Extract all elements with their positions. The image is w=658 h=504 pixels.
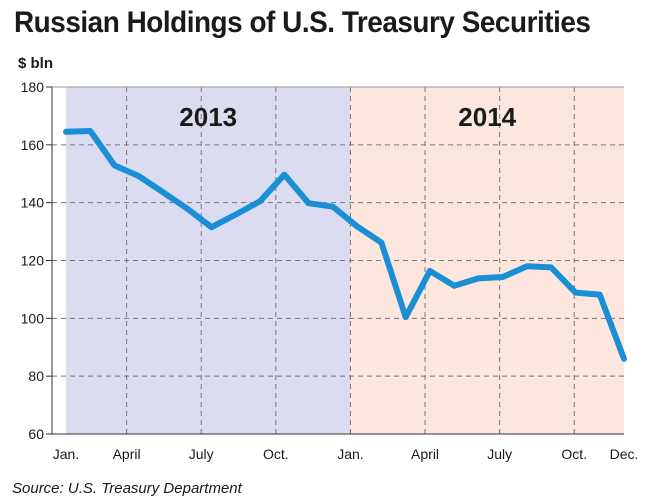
- y-tick-label-100: 100: [21, 310, 45, 326]
- source-note: Source: U.S. Treasury Department: [12, 480, 242, 497]
- x-tick-label-4: Jan.: [337, 446, 363, 462]
- x-tick-label-0: Jan.: [53, 446, 79, 462]
- y-tick-label-60: 60: [28, 426, 44, 442]
- x-tick-label-2: July: [189, 446, 214, 462]
- year-label-2014: 2014: [458, 102, 516, 132]
- y-tick-label-140: 140: [21, 195, 45, 211]
- x-tick-label-7: Oct.: [561, 446, 587, 462]
- x-tick-label-1: April: [113, 446, 141, 462]
- x-tick-label-8: Dec.: [610, 446, 639, 462]
- x-tick-label-5: April: [411, 446, 439, 462]
- series-line-0: [63, 128, 627, 362]
- year-label-2013: 2013: [179, 102, 237, 132]
- y-tick-label-160: 160: [21, 137, 45, 153]
- y-tick-label-80: 80: [28, 368, 44, 384]
- x-tick-label-3: Oct.: [263, 446, 289, 462]
- x-tick-label-6: July: [487, 446, 512, 462]
- y-tick-label-180: 180: [21, 79, 45, 95]
- y-tick-label-120: 120: [21, 253, 45, 269]
- y-axis-unit-label: $ bln: [18, 55, 54, 72]
- chart-title: Russian Holdings of U.S. Treasury Securi…: [14, 6, 591, 39]
